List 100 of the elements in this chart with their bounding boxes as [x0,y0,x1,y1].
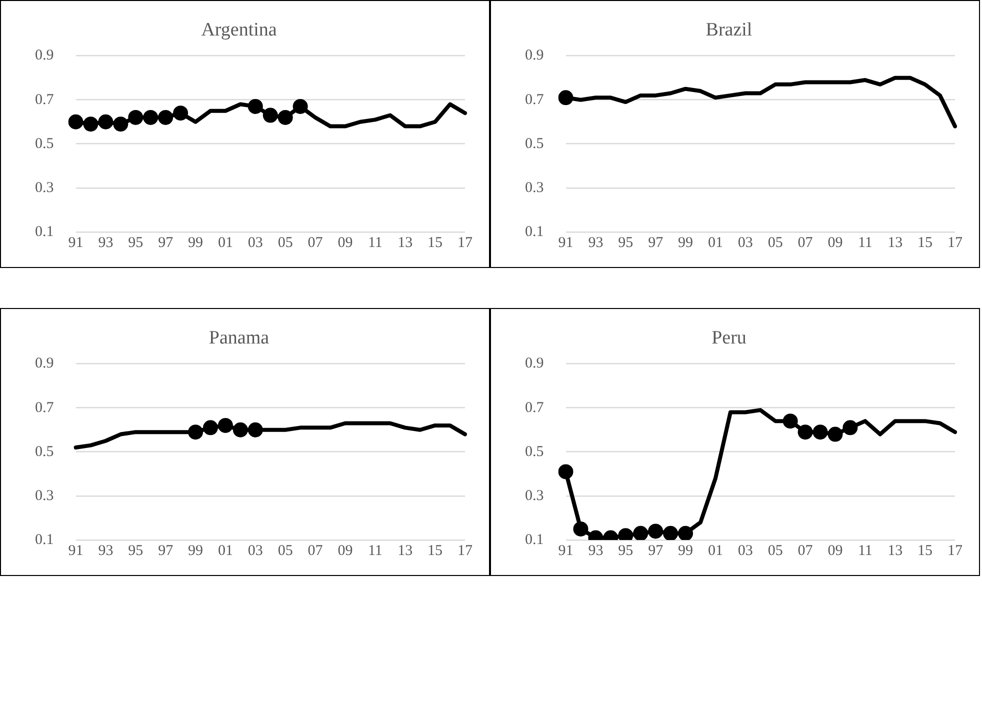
point [128,110,144,125]
y-tick-label: 0.7 [35,92,54,108]
x-tick-label: 13 [398,234,413,251]
point [633,526,648,540]
x-tick-label: 93 [98,234,114,251]
x-tick-label: 13 [398,542,413,559]
x-tick-label: 97 [648,234,664,251]
point [798,424,813,440]
point [782,414,798,429]
y-tick-label: 0.9 [525,48,544,64]
y-tick-label: 0.5 [35,136,54,152]
y-tick-label: 0.3 [525,180,544,196]
y-tick-label: 0.1 [525,532,544,548]
x-tick-label: 01 [218,234,233,251]
point [188,424,204,440]
point [278,110,293,125]
x-tick-label: 15 [918,542,933,559]
x-tick-label: 13 [888,542,903,559]
x-tick-label: 03 [738,542,753,559]
point [663,526,678,540]
x-tick-label: 01 [708,234,723,251]
point [83,116,98,132]
y-tick-label: 0.5 [525,444,544,460]
point [573,521,588,536]
point [248,98,263,114]
x-tick-label: 15 [918,234,933,251]
x-tick-label: 05 [768,234,783,251]
point [292,98,308,114]
y-tick-label: 0.1 [525,224,544,240]
chart-title: Argentina [201,19,278,40]
point [648,524,664,539]
y-tick-label: 0.1 [35,532,54,548]
y-tick-label: 0.9 [525,356,544,372]
x-tick-label: 95 [128,234,144,251]
x-tick-label: 91 [68,542,84,559]
x-tick-label: 93 [588,542,604,559]
y-tick-label: 0.7 [525,92,544,108]
x-tick-label: 93 [98,542,114,559]
y-tick-label: 0.9 [35,48,54,64]
x-tick-label: 07 [308,542,324,559]
point [98,114,114,130]
point [202,420,218,436]
x-tick-label: 07 [798,542,814,559]
x-tick-label: 15 [428,234,443,251]
y-tick-label: 0.3 [525,488,544,504]
x-tick-label: 01 [218,542,233,559]
x-tick-label: 13 [888,234,903,251]
x-tick-label: 97 [158,234,174,251]
point [218,418,233,433]
chart-title: Peru [712,327,747,348]
point [68,114,84,130]
x-tick-label: 15 [428,542,443,559]
x-tick-label: 01 [708,542,723,559]
x-tick-label: 91 [558,542,574,559]
y-tick-label: 0.5 [525,136,544,152]
point [558,464,574,480]
y-tick-label: 0.7 [35,400,54,416]
x-tick-label: 91 [558,234,574,251]
x-tick-label: 11 [368,542,382,559]
x-tick-label: 03 [738,234,753,251]
x-tick-label: 05 [278,234,293,251]
x-tick-label: 11 [858,542,872,559]
x-tick-label: 99 [678,542,694,559]
x-tick-label: 07 [308,234,324,251]
chart-title: Brazil [706,19,752,40]
y-tick-label: 0.9 [35,356,54,372]
y-tick-label: 0.3 [35,488,54,504]
point [828,426,843,442]
x-tick-label: 09 [338,542,353,559]
point [173,106,188,121]
point [262,108,278,123]
x-tick-label: 09 [828,234,843,251]
x-tick-label: 17 [458,542,473,559]
x-tick-label: 07 [798,234,814,251]
y-tick-label: 0.1 [35,224,54,240]
x-tick-label: 17 [948,234,963,251]
point [248,422,263,438]
point [143,110,158,125]
x-tick-label: 97 [648,542,664,559]
x-tick-label: 05 [278,542,293,559]
x-tick-label: 09 [828,542,843,559]
x-tick-label: 17 [458,234,473,251]
y-tick-label: 0.7 [525,400,544,416]
x-tick-label: 99 [188,234,204,251]
point [158,110,174,125]
chart-title: Panama [208,327,270,348]
x-tick-label: 95 [618,234,634,251]
x-tick-label: 05 [768,542,783,559]
x-tick-label: 93 [588,234,604,251]
point [678,526,694,540]
x-tick-label: 91 [68,234,84,251]
x-tick-label: 99 [678,234,694,251]
y-tick-label: 0.3 [35,180,54,196]
x-tick-label: 99 [188,542,204,559]
x-tick-label: 03 [248,542,263,559]
x-tick-label: 03 [248,234,263,251]
point [842,420,858,436]
x-tick-label: 97 [158,542,174,559]
x-tick-label: 09 [338,234,353,251]
point [113,116,128,132]
